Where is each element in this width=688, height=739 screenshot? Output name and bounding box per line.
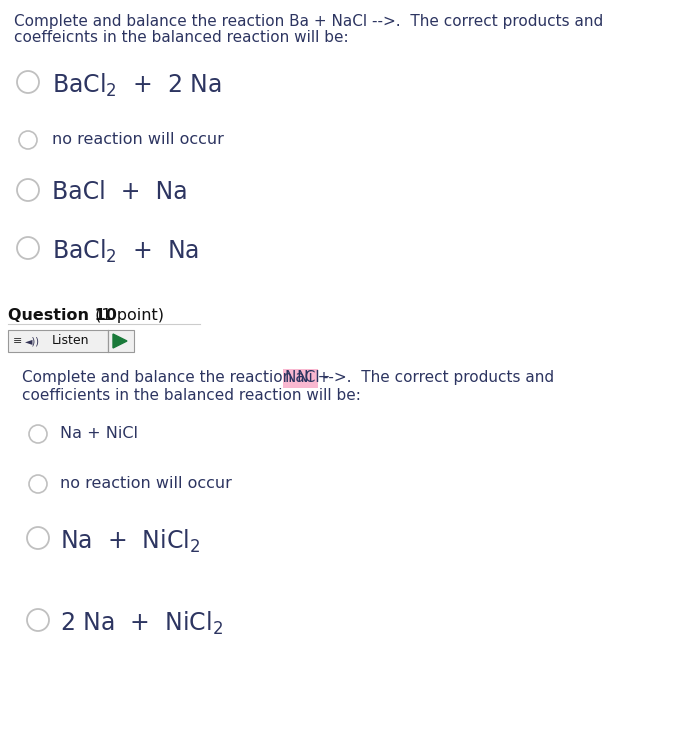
Text: NaCl: NaCl — [285, 370, 321, 385]
FancyBboxPatch shape — [108, 330, 134, 352]
Text: -->.  The correct products and: -->. The correct products and — [318, 370, 554, 385]
FancyBboxPatch shape — [8, 330, 108, 352]
Text: Complete and balance the reaction Ba + NaCl -->.  The correct products and: Complete and balance the reaction Ba + N… — [14, 14, 603, 29]
Text: no reaction will occur: no reaction will occur — [52, 132, 224, 147]
FancyBboxPatch shape — [283, 369, 318, 388]
Text: (1 point): (1 point) — [90, 308, 164, 323]
Text: BaCl$_2$  +  Na: BaCl$_2$ + Na — [52, 238, 199, 265]
Text: 2 Na  +  NiCl$_2$: 2 Na + NiCl$_2$ — [60, 610, 223, 637]
Text: Listen: Listen — [52, 335, 89, 347]
Text: BaCl  +  Na: BaCl + Na — [52, 180, 188, 204]
Text: Question 10: Question 10 — [8, 308, 117, 323]
Text: coeffeicnts in the balanced reaction will be:: coeffeicnts in the balanced reaction wil… — [14, 30, 349, 45]
Text: Complete and balance the reaction Ni +: Complete and balance the reaction Ni + — [22, 370, 335, 385]
Text: no reaction will occur: no reaction will occur — [60, 476, 232, 491]
Text: ◄)): ◄)) — [25, 336, 40, 346]
Text: Na + NiCl: Na + NiCl — [60, 426, 138, 441]
Text: ≡: ≡ — [13, 336, 23, 346]
Polygon shape — [113, 334, 127, 348]
Text: Na  +  NiCl$_2$: Na + NiCl$_2$ — [60, 528, 200, 555]
Text: BaCl$_2$  +  2 Na: BaCl$_2$ + 2 Na — [52, 72, 222, 99]
Text: coefficients in the balanced reaction will be:: coefficients in the balanced reaction wi… — [22, 388, 361, 403]
